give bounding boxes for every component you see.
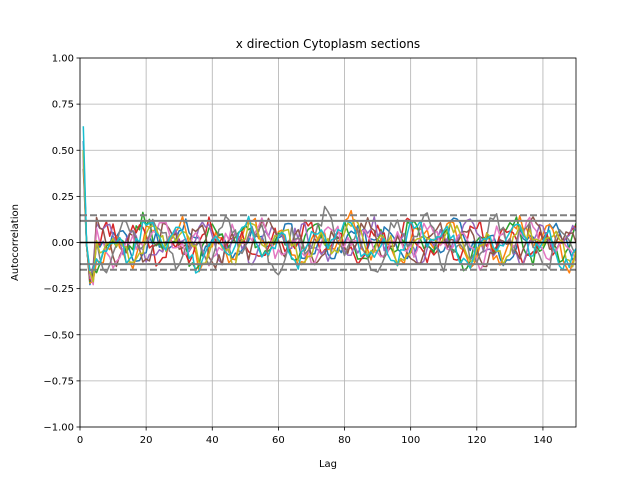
x-tick-label: 100 <box>401 435 420 446</box>
x-tick-label: 0 <box>77 435 83 446</box>
x-tick-label: 60 <box>272 435 285 446</box>
y-tick-label: −0.25 <box>43 284 74 295</box>
series-line <box>82 126 576 274</box>
x-axis-label: Lag <box>319 459 337 470</box>
y-tick-label: −0.75 <box>43 376 74 387</box>
x-tick-label: 120 <box>467 435 486 446</box>
y-tick-label: 0.00 <box>52 238 74 249</box>
series-line <box>82 150 576 276</box>
tick-layer: 0 20 40 60 80 100 120 140 −1.00 −0.75 −0.50 −0.25 0.… <box>43 54 552 447</box>
series-line <box>82 159 576 280</box>
x-tick-label: 20 <box>140 435 153 446</box>
y-tick-label: 0.25 <box>52 192 74 203</box>
series-line <box>82 168 576 278</box>
x-tick-label: 80 <box>338 435 351 446</box>
x-tick-label: 40 <box>206 435 219 446</box>
y-axis-label: Autocorrelation <box>10 204 21 281</box>
y-tick-label: −0.50 <box>43 330 74 341</box>
series-layer <box>82 126 576 286</box>
chart-title: x direction Cytoplasm sections <box>236 37 420 51</box>
y-tick-label: −1.00 <box>43 423 74 434</box>
y-tick-label: 0.50 <box>52 146 74 157</box>
reference-lines <box>80 214 576 271</box>
y-tick-label: 1.00 <box>52 54 74 65</box>
y-tick-label: 0.75 <box>52 100 74 111</box>
series-line <box>82 159 576 286</box>
x-tick-label: 140 <box>533 435 552 446</box>
